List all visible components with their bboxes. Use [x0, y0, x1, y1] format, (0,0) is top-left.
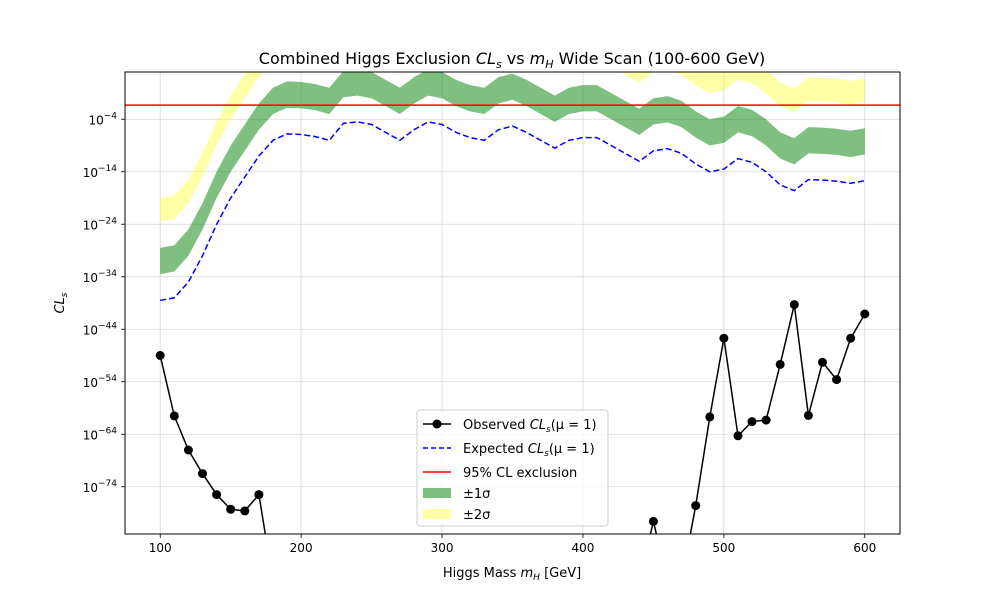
- expected-line: [160, 121, 865, 302]
- observed-point: [648, 516, 658, 526]
- x-tick-label: 100: [149, 541, 172, 555]
- x-axis-label: Higgs Mass mH [GeV]: [443, 566, 581, 583]
- legend-label-1sigma: ±1σ: [463, 487, 490, 502]
- legend-item-2sigma: ±2σ: [423, 508, 490, 523]
- y-axis-label: CLs: [53, 292, 70, 313]
- plot-frame: [124, 71, 901, 535]
- observed-point: [761, 415, 771, 425]
- legend-item-1sigma: ±1σ: [423, 487, 490, 502]
- observed-point: [747, 417, 757, 427]
- observed-point: [719, 333, 729, 343]
- legend-label-observed: Observed CLs(μ = 1): [463, 418, 597, 435]
- y-tick-label: 10−14: [83, 164, 118, 180]
- legend-marker-observed: [432, 419, 442, 429]
- bands: [160, 72, 865, 275]
- observed-point: [254, 490, 264, 500]
- legend-swatch-2sigma: [423, 509, 451, 519]
- x-tick-label: 400: [572, 541, 595, 555]
- observed-point: [212, 490, 222, 500]
- axis-ticks: 100 200 300 400 500 600 10−74 10−64 10−54 10−44 10…: [83, 111, 877, 555]
- y-tick-label: 10−34: [83, 269, 118, 285]
- observed-point: [691, 501, 701, 511]
- observed-point: [832, 375, 842, 385]
- legend-swatch-1sigma: [423, 488, 451, 498]
- legend-item-expected: Expected CLs(μ = 1): [423, 442, 595, 459]
- legend: Observed CLs(μ = 1) Expected CLs(μ = 1) …: [416, 409, 609, 527]
- x-tick-label: 300: [431, 541, 454, 555]
- observed-point: [775, 359, 785, 369]
- observed-point: [803, 410, 813, 420]
- observed-point: [198, 469, 207, 479]
- observed-point: [860, 309, 870, 319]
- x-tick-label: 600: [853, 541, 876, 555]
- observed-point: [733, 431, 743, 441]
- y-tick-label: 10−64: [83, 426, 118, 442]
- observed-point: [226, 504, 236, 514]
- observed-point: [155, 351, 165, 360]
- y-tick-label: 10−24: [83, 216, 118, 232]
- x-tick-label: 200: [290, 541, 313, 555]
- legend-label-2sigma: ±2σ: [463, 508, 490, 523]
- observed-point: [705, 412, 715, 422]
- observed-point: [240, 506, 250, 516]
- legend-label-exclusion: 95% CL exclusion: [463, 466, 577, 481]
- observed-point: [846, 333, 856, 343]
- series-lines: [125, 104, 900, 534]
- band-1sigma: [160, 72, 865, 275]
- observed-point: [169, 411, 179, 421]
- x-tick-label: 500: [712, 541, 735, 555]
- y-tick-label: 10−54: [83, 374, 118, 390]
- legend-label-expected: Expected CLs(μ = 1): [463, 442, 595, 459]
- observed-point: [789, 300, 799, 310]
- legend-box: [416, 409, 609, 527]
- y-tick-label: 10−4: [88, 111, 117, 127]
- chart-title: Combined Higgs Exclusion CLs vs mH Wide …: [259, 49, 765, 71]
- observed-point: [183, 445, 193, 455]
- legend-item-exclusion: 95% CL exclusion: [423, 466, 577, 481]
- y-tick-label: 10−74: [83, 479, 118, 495]
- observed-point: [818, 357, 827, 367]
- observed-line: [159, 304, 866, 534]
- y-tick-label: 10−44: [83, 321, 118, 337]
- legend-item-observed: Observed CLs(μ = 1): [423, 418, 597, 435]
